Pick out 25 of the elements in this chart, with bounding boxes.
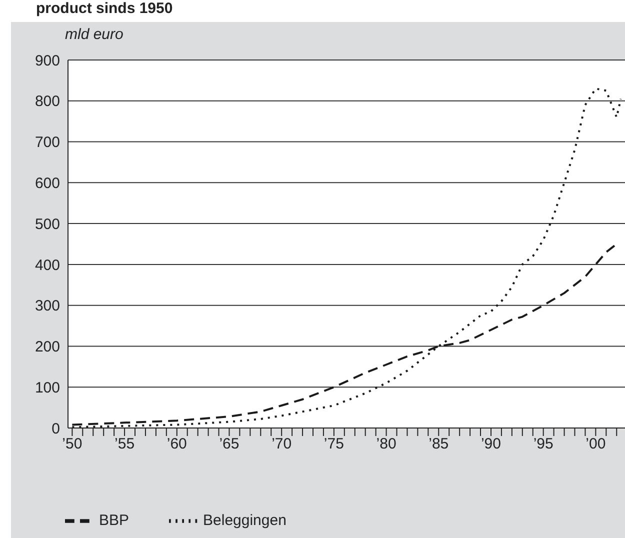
y-tick-label: 100 bbox=[34, 379, 60, 396]
x-tick-label: ’90 bbox=[480, 436, 501, 453]
x-tick-label: ’75 bbox=[324, 436, 344, 453]
y-tick-label: 200 bbox=[34, 338, 60, 356]
y-tick-label: 900 bbox=[34, 52, 60, 70]
x-tick-label: ’50 bbox=[62, 436, 82, 453]
x-tick-label: ’70 bbox=[272, 436, 292, 453]
x-tick-label: ’95 bbox=[533, 436, 554, 453]
legend-label: Beleggingen bbox=[203, 512, 286, 529]
y-tick-label: 800 bbox=[34, 93, 60, 110]
x-tick-label: ’80 bbox=[376, 436, 396, 453]
y-tick-label: 0 bbox=[52, 420, 60, 438]
y-tick-label: 600 bbox=[34, 174, 60, 192]
x-tick-label: ’65 bbox=[219, 436, 240, 453]
x-tick-label: ’60 bbox=[166, 436, 187, 453]
x-tick-label: ’85 bbox=[428, 436, 449, 453]
y-tick-label: 500 bbox=[34, 216, 60, 233]
x-tick-label: ’00 bbox=[586, 436, 606, 453]
y-axis-title: mld euro bbox=[65, 26, 124, 43]
y-tick-label: 400 bbox=[34, 256, 60, 274]
y-tick-label: 300 bbox=[34, 298, 60, 315]
y-tick-label: 700 bbox=[34, 134, 60, 152]
x-tick-label: ’55 bbox=[114, 436, 135, 453]
chart-title: product sinds 1950 bbox=[36, 0, 173, 17]
legend-label: BBP bbox=[99, 512, 130, 529]
